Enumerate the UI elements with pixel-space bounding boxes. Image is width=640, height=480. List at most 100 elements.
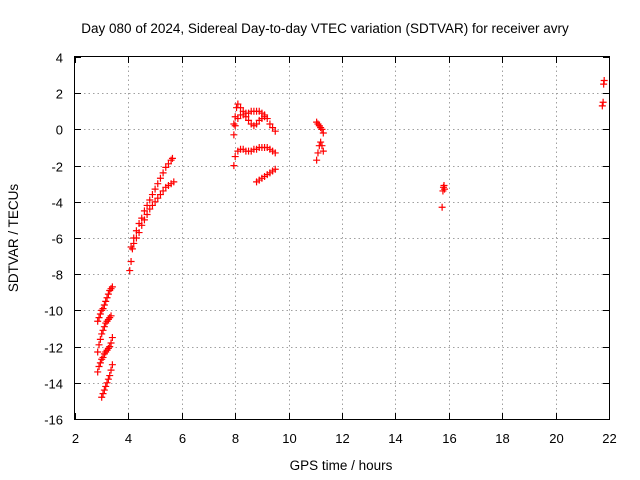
data-point — [107, 339, 115, 347]
data-point — [138, 221, 146, 229]
y-tick-label: -8 — [51, 268, 63, 283]
data-point — [127, 243, 135, 251]
series-arc-1 — [94, 283, 116, 325]
chart-title: Day 080 of 2024, Sidereal Day-to-day VTE… — [81, 21, 569, 36]
data-point — [99, 326, 107, 334]
data-point — [135, 229, 143, 237]
series-arc-11 — [313, 118, 327, 137]
data-point — [253, 120, 261, 128]
data-point — [168, 154, 176, 162]
x-tick-label: 22 — [602, 431, 616, 446]
data-point — [234, 100, 242, 108]
data-point — [441, 185, 449, 193]
data-points — [94, 77, 608, 401]
y-axis-ticks: -16 -14 -12 -10 -8 -6 -4 -2 0 2 4 — [44, 51, 609, 428]
data-point — [103, 294, 111, 302]
data-point — [99, 390, 107, 398]
data-point — [154, 194, 162, 202]
data-point — [96, 359, 104, 367]
series-arc-14 — [598, 77, 608, 110]
x-tick-label: 12 — [335, 431, 349, 446]
data-point — [313, 156, 321, 164]
data-point — [94, 368, 102, 376]
x-tick-label: 8 — [232, 431, 239, 446]
y-tick-label: -2 — [51, 160, 63, 175]
data-point — [230, 131, 238, 139]
data-point — [271, 127, 279, 135]
series-arc-9 — [230, 144, 279, 170]
data-point — [94, 348, 102, 356]
data-point — [245, 116, 253, 124]
y-axis-label: SDTVAR / TECUs — [6, 184, 21, 293]
data-point — [128, 245, 136, 253]
series-arc-3 — [94, 334, 116, 376]
data-point — [126, 267, 134, 275]
series-arc-4 — [98, 361, 116, 401]
data-point — [242, 113, 250, 121]
data-point — [318, 142, 326, 150]
data-point — [231, 153, 239, 161]
y-tick-label: -10 — [44, 304, 63, 319]
series-arc-6 — [127, 178, 178, 251]
data-point — [106, 372, 114, 380]
series-arc-13 — [438, 182, 449, 211]
data-point — [230, 120, 238, 128]
y-tick-label: -6 — [51, 232, 63, 247]
plot-frame — [74, 56, 610, 420]
data-point — [151, 185, 159, 193]
data-point — [314, 149, 322, 157]
data-point — [599, 98, 607, 106]
data-point — [100, 301, 108, 309]
y-tick-label: -4 — [51, 196, 63, 211]
data-point — [132, 234, 140, 242]
data-point — [317, 138, 325, 146]
x-tick-label: 10 — [282, 431, 296, 446]
series-arc-10 — [253, 165, 279, 186]
data-point — [170, 178, 178, 186]
grid — [75, 57, 609, 419]
data-point — [234, 115, 242, 123]
data-point — [127, 258, 135, 266]
data-point — [108, 334, 116, 342]
data-point — [140, 216, 148, 224]
data-point — [156, 174, 164, 182]
data-point — [159, 169, 167, 177]
data-point — [319, 129, 327, 137]
y-tick-label: -14 — [44, 377, 63, 392]
data-point — [99, 353, 107, 361]
x-tick-label: 4 — [125, 431, 132, 446]
data-point — [230, 162, 238, 170]
data-point — [130, 239, 138, 247]
data-point — [107, 312, 115, 320]
data-point — [319, 147, 327, 155]
data-point — [261, 113, 269, 121]
y-tick-label: 2 — [56, 87, 63, 102]
data-point — [154, 180, 162, 188]
data-point — [99, 305, 107, 313]
x-tick-label: 6 — [179, 431, 186, 446]
x-tick-label: 2 — [72, 431, 79, 446]
data-point — [271, 165, 279, 173]
data-point — [146, 205, 154, 213]
data-point — [237, 104, 245, 112]
data-point — [103, 379, 111, 387]
x-tick-label: 18 — [495, 431, 509, 446]
data-point — [148, 191, 156, 199]
data-point — [269, 124, 277, 132]
data-point — [107, 366, 115, 374]
data-point — [143, 210, 151, 218]
x-axis-ticks: 2 4 6 8 10 12 14 16 18 20 22 — [72, 57, 617, 446]
x-axis-label: GPS time / hours — [290, 458, 393, 473]
data-point — [96, 310, 104, 318]
y-tick-label: 4 — [56, 51, 63, 66]
data-point — [95, 341, 103, 349]
data-point — [598, 102, 606, 110]
data-point — [156, 191, 164, 199]
series-arc-12 — [313, 138, 327, 164]
data-point — [140, 207, 148, 215]
data-point — [164, 160, 172, 168]
data-point — [102, 297, 110, 305]
data-point — [438, 203, 446, 211]
series-arc-8 — [230, 111, 269, 139]
